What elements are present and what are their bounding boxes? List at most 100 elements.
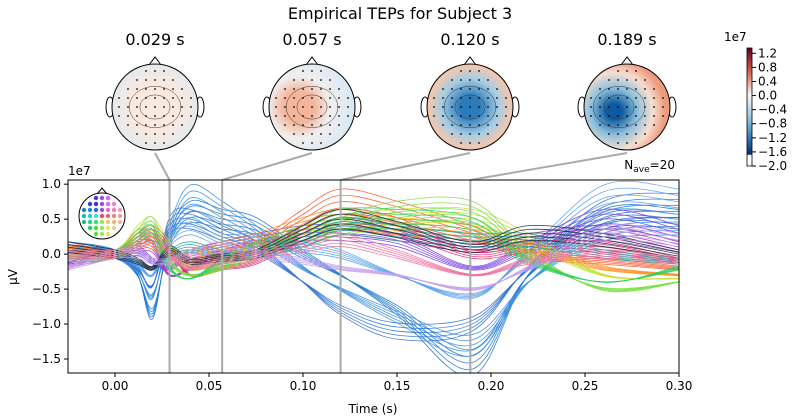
sensor-dot bbox=[608, 88, 610, 90]
sensor-dot bbox=[460, 133, 462, 135]
connector-line bbox=[340, 152, 471, 181]
sensor-dot bbox=[320, 142, 322, 144]
sensor-dot bbox=[163, 124, 165, 126]
sensor-dot bbox=[311, 133, 313, 135]
sensor-dot bbox=[293, 115, 295, 117]
sensor-dot bbox=[617, 142, 619, 144]
sensor-dot bbox=[311, 106, 313, 108]
sensor-dot bbox=[163, 133, 165, 135]
sensor-dot bbox=[302, 106, 304, 108]
sensor-dot bbox=[181, 124, 183, 126]
sensor-dot bbox=[496, 106, 498, 108]
trace-line bbox=[68, 232, 679, 276]
sensor-dot bbox=[451, 133, 453, 135]
sensor-dot bbox=[478, 70, 480, 72]
colorbar-tick-label: −2.0 bbox=[758, 159, 787, 173]
sensor-dot bbox=[338, 88, 340, 90]
axes-frame bbox=[67, 179, 680, 374]
sensor-dot bbox=[635, 79, 637, 81]
legend-sensor-dot bbox=[117, 207, 123, 213]
topomap-time-label: 0.029 s bbox=[125, 30, 184, 49]
sensor-dot bbox=[136, 88, 138, 90]
sensor-dot bbox=[487, 79, 489, 81]
sensor-dot bbox=[469, 142, 471, 144]
x-tick-label: 0.05 bbox=[196, 379, 223, 393]
colorbar-exponent: 1e7 bbox=[724, 30, 747, 44]
sensor-dot bbox=[617, 97, 619, 99]
sensor-dot bbox=[442, 97, 444, 99]
sensor-dot bbox=[136, 124, 138, 126]
sensor-dot bbox=[311, 97, 313, 99]
x-tick-label: 0.30 bbox=[666, 379, 693, 393]
sensor-dot bbox=[496, 88, 498, 90]
contour-line bbox=[128, 86, 182, 128]
sensor-dot bbox=[293, 133, 295, 135]
sensor-dot bbox=[644, 106, 646, 108]
sensor-dot bbox=[320, 88, 322, 90]
sensor-dot bbox=[617, 70, 619, 72]
sensor-dot bbox=[118, 97, 120, 99]
sensor-dot bbox=[347, 115, 349, 117]
sensor-dot bbox=[644, 97, 646, 99]
sensor-dot bbox=[608, 79, 610, 81]
trace-line bbox=[68, 202, 679, 292]
sensor-dot bbox=[145, 142, 147, 144]
sensor-dot bbox=[599, 88, 601, 90]
sensor-dot bbox=[662, 97, 664, 99]
sensor-dot bbox=[487, 124, 489, 126]
contour-line bbox=[603, 94, 635, 120]
sensor-dot bbox=[469, 70, 471, 72]
sensor-dot bbox=[181, 88, 183, 90]
sensor-dot bbox=[469, 79, 471, 81]
sensor-dot bbox=[433, 106, 435, 108]
axis-ticks: 0.00 0.05 0.10 0.15 0.20 0.25 0.30 1.0 0.5 0.0 −0.… bbox=[32, 177, 693, 393]
time-connectors bbox=[154, 152, 628, 181]
sensor-dot bbox=[275, 97, 277, 99]
sensor-dot bbox=[469, 124, 471, 126]
sensor-dot bbox=[293, 97, 295, 99]
contour-line bbox=[139, 94, 171, 120]
sensor-dot bbox=[302, 142, 304, 144]
trace-line bbox=[68, 239, 679, 289]
sensor-dot bbox=[136, 133, 138, 135]
sensor-dot bbox=[626, 70, 628, 72]
legend-sensor-dot bbox=[87, 213, 93, 219]
sensor-dot bbox=[181, 106, 183, 108]
sensor-dot bbox=[181, 115, 183, 117]
sensor-dot bbox=[338, 97, 340, 99]
sensor-dot bbox=[608, 97, 610, 99]
sensor-dot bbox=[451, 88, 453, 90]
sensor-dot bbox=[163, 79, 165, 81]
sensor-dot bbox=[617, 106, 619, 108]
sensor-dot bbox=[635, 70, 637, 72]
colorbar-tick-label: 1.2 bbox=[758, 46, 777, 60]
x-tick-label: 0.10 bbox=[290, 379, 317, 393]
sensor-dot bbox=[302, 97, 304, 99]
sensor-dot bbox=[635, 88, 637, 90]
y-tick-label: 0.0 bbox=[42, 247, 61, 261]
sensor-dot bbox=[172, 133, 174, 135]
sensor-dot bbox=[190, 115, 192, 117]
legend-sensor-dot bbox=[93, 201, 99, 207]
sensor-dot bbox=[320, 124, 322, 126]
sensor-dot bbox=[487, 97, 489, 99]
legend-sensor-dot bbox=[111, 219, 117, 225]
y-tick-label: 1.0 bbox=[42, 177, 61, 191]
sensor-dot bbox=[644, 88, 646, 90]
sensor-dot bbox=[293, 88, 295, 90]
sensor-dot bbox=[496, 97, 498, 99]
sensor-dot bbox=[496, 124, 498, 126]
colorbar-tick-label: −0.4 bbox=[758, 103, 787, 117]
legend-sensor-dot bbox=[81, 219, 87, 225]
sensor-dot bbox=[505, 115, 507, 117]
contour-line bbox=[296, 94, 328, 120]
sensor-dot bbox=[329, 106, 331, 108]
sensor-dot bbox=[451, 106, 453, 108]
nose-icon bbox=[96, 187, 108, 195]
sensor-dot bbox=[154, 106, 156, 108]
topomap: 0.120 s bbox=[420, 30, 520, 151]
sensor-dot bbox=[311, 79, 313, 81]
sensor-dot bbox=[136, 115, 138, 117]
sensor-dot bbox=[644, 79, 646, 81]
sensor-dot bbox=[145, 115, 147, 117]
